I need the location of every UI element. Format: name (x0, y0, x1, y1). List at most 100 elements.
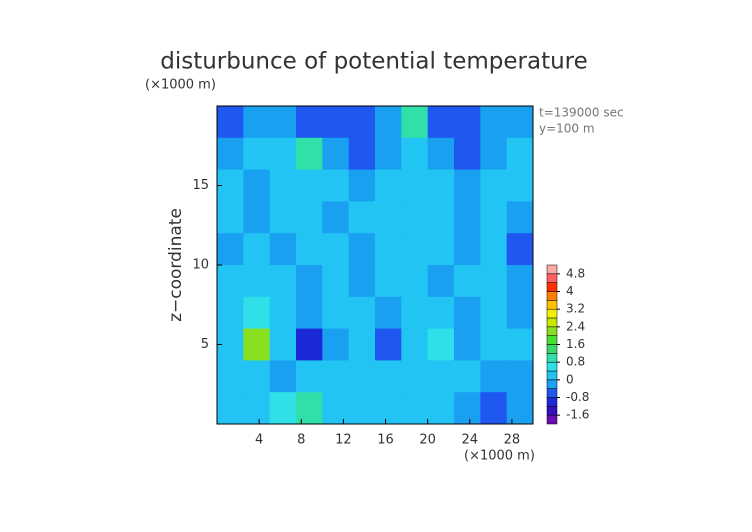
colorbar-box (546, 291, 558, 301)
colorbar-box (546, 414, 558, 425)
cell (506, 201, 534, 234)
cell (480, 360, 508, 393)
cell (401, 106, 429, 139)
cell (454, 265, 481, 298)
cell (348, 106, 376, 139)
cell (296, 328, 323, 361)
cell (375, 296, 402, 330)
cell (269, 328, 297, 361)
cell (480, 392, 508, 425)
cell (401, 201, 429, 234)
cell (217, 233, 244, 266)
y-tick-label: 10 (192, 258, 209, 273)
cell (454, 137, 481, 171)
cell (243, 106, 271, 139)
cell (217, 201, 244, 234)
colorbar-box (546, 406, 558, 416)
cell (322, 137, 350, 171)
x-tick-label: 24 (462, 433, 479, 448)
x-tick-label: 12 (335, 433, 352, 448)
cell (296, 137, 323, 171)
cell (480, 137, 508, 171)
cell (375, 233, 402, 266)
colorbar-box (546, 300, 558, 310)
colorbar-box (546, 344, 558, 354)
cell (243, 328, 271, 361)
cell (322, 392, 350, 425)
cell (217, 296, 244, 330)
cell (296, 296, 323, 330)
cell (269, 106, 297, 139)
cell (401, 233, 429, 266)
cell (401, 169, 429, 202)
cell (401, 328, 429, 361)
cell (375, 265, 402, 298)
cell (243, 169, 271, 202)
colorbar-tick-label: 2.4 (566, 319, 585, 333)
cell (348, 392, 376, 425)
cell (375, 360, 402, 393)
y-tick-label: 5 (201, 337, 209, 352)
cell (506, 137, 534, 171)
cell (401, 137, 429, 171)
x-tick-label: 16 (377, 433, 394, 448)
cell (427, 201, 455, 234)
cell (427, 137, 455, 171)
cell (322, 201, 350, 234)
x-unit-label: (×1000 m) (464, 449, 535, 464)
cell (217, 106, 244, 139)
cell (322, 296, 350, 330)
cell (427, 392, 455, 425)
colorbar-tick-label: 4 (566, 284, 574, 298)
cell (217, 360, 244, 393)
cell (243, 265, 271, 298)
cell (217, 392, 244, 425)
colorbar-tick-label: 0 (566, 372, 574, 386)
cell (243, 137, 271, 171)
cell (506, 265, 534, 298)
chart-title: disturbunce of potential temperature (160, 49, 588, 75)
cell (322, 169, 350, 202)
cell (322, 265, 350, 298)
cell (269, 137, 297, 171)
cell (322, 328, 350, 361)
cell (454, 360, 481, 393)
colorbar-tick-label: -1.6 (566, 408, 589, 422)
cell (348, 328, 376, 361)
cell (506, 328, 534, 361)
colorbar-box (546, 282, 558, 292)
colorbar-box (546, 335, 558, 345)
y-unit-label: (×1000 m) (145, 78, 216, 93)
colorbar-box (546, 379, 558, 389)
cell (243, 360, 271, 393)
cell (243, 233, 271, 266)
cell (322, 106, 350, 139)
cell (454, 392, 481, 425)
x-tick-label: 4 (255, 433, 263, 448)
y-tick-label: 15 (192, 178, 209, 193)
cell (506, 233, 534, 266)
cell (296, 360, 323, 393)
cell (480, 201, 508, 234)
cell (269, 392, 297, 425)
cell (454, 169, 481, 202)
cell (506, 360, 534, 393)
cell (348, 296, 376, 330)
cell (375, 106, 402, 139)
colorbar-box (546, 317, 558, 328)
annotation: y=100 m (539, 122, 595, 136)
cell (348, 265, 376, 298)
cell (454, 201, 481, 234)
cell (454, 233, 481, 266)
colorbar-tick-label: 0.8 (566, 355, 585, 369)
cell (296, 201, 323, 234)
x-tick-label: 28 (504, 433, 521, 448)
cell (401, 392, 429, 425)
cell (217, 265, 244, 298)
cell (348, 201, 376, 234)
colorbar-tick-label: 3.2 (566, 302, 585, 316)
colorbar-box (546, 273, 558, 283)
cell (427, 296, 455, 330)
cell (427, 169, 455, 202)
